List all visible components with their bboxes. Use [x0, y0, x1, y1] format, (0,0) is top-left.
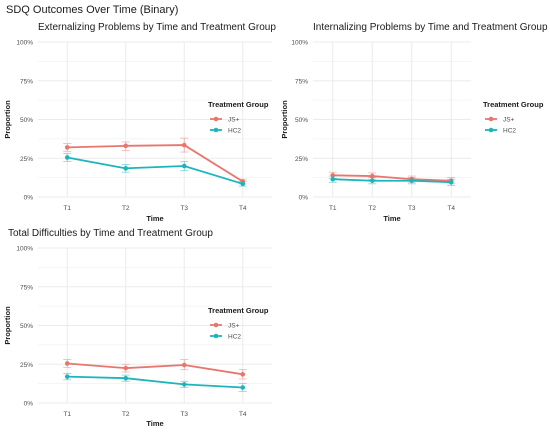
y-tick-label: 75% — [295, 78, 308, 85]
series-line — [67, 362, 243, 376]
data-point — [240, 385, 246, 390]
y-tick-label: 0% — [299, 195, 309, 202]
legend-key-point — [213, 333, 219, 339]
y-tick-label: 25% — [20, 362, 33, 369]
y-tick-label: 0% — [24, 401, 34, 408]
data-point — [64, 374, 70, 379]
legend-title: Treatment Group — [208, 100, 269, 109]
chart-title: Externalizing Problems by Time and Treat… — [38, 22, 276, 33]
chart-panel-2: Internalizing Problems by Time and Treat… — [280, 22, 548, 223]
x-axis-label: Time — [146, 419, 163, 428]
legend: Treatment Group JS+ HC2 — [483, 100, 544, 135]
x-tick-label: T3 — [408, 205, 416, 212]
legend-label: HC2 — [503, 128, 516, 135]
x-tick-label: T2 — [368, 205, 376, 212]
data-point — [240, 372, 246, 377]
data-point — [240, 181, 246, 187]
legend-item: JS+ — [210, 323, 240, 330]
x-tick-label: T2 — [122, 411, 130, 418]
series-line — [67, 156, 244, 185]
series-line — [67, 144, 244, 183]
x-tick-label: T3 — [180, 411, 188, 418]
legend-item: JS+ — [210, 117, 240, 124]
y-tick-label: 100% — [16, 246, 33, 253]
legend-key-point — [488, 116, 494, 122]
data-point — [123, 143, 129, 149]
series-hc2 — [63, 153, 247, 187]
legend-label: JS+ — [503, 117, 515, 124]
data-point — [330, 176, 336, 182]
y-tick-label: 0% — [24, 195, 34, 202]
data-point — [369, 178, 375, 184]
series-hc2 — [63, 373, 247, 392]
y-tick-label: 100% — [291, 40, 308, 47]
x-axis-label: Time — [146, 214, 163, 223]
legend-key-point — [213, 322, 219, 328]
data-point — [64, 155, 70, 160]
series-line — [332, 178, 452, 184]
y-axis-label: Proportion — [3, 306, 12, 345]
legend-item: HC2 — [485, 128, 516, 135]
legend-item: HC2 — [210, 128, 241, 135]
x-tick-label: T4 — [239, 205, 247, 212]
y-axis-label: Proportion — [3, 100, 12, 139]
y-tick-label: 75% — [20, 78, 33, 85]
data-point — [64, 361, 70, 366]
x-tick-label: T2 — [122, 205, 130, 212]
y-tick-label: 75% — [20, 284, 33, 291]
data-point — [181, 362, 187, 368]
legend-title: Treatment Group — [208, 306, 269, 315]
y-axis-label: Proportion — [280, 100, 289, 139]
data-point — [123, 375, 129, 381]
legend-key-point — [488, 127, 494, 133]
x-axis-label: Time — [383, 214, 400, 223]
chart-panels: Externalizing Problems by Time and Treat… — [3, 22, 548, 428]
legend: Treatment Group JS+ HC2 — [208, 306, 269, 341]
series-line — [67, 375, 243, 389]
chart-panel-3: Total Difficulties by Time and Treatment… — [3, 228, 272, 428]
legend-item: HC2 — [210, 334, 241, 341]
y-tick-label: 25% — [295, 156, 308, 163]
figure-title: SDQ Outcomes Over Time (Binary) — [6, 4, 178, 16]
x-tick-label: T1 — [63, 205, 71, 212]
y-tick-label: 50% — [20, 323, 33, 330]
grid — [38, 41, 272, 198]
data-point — [123, 166, 129, 171]
legend-label: JS+ — [228, 117, 240, 124]
data-point — [448, 179, 454, 185]
data-point — [181, 382, 187, 387]
data-point — [123, 365, 129, 371]
chart-title: Internalizing Problems by Time and Treat… — [313, 22, 548, 33]
legend-item: JS+ — [485, 117, 515, 124]
legend-key-point — [213, 127, 219, 133]
legend-title: Treatment Group — [483, 100, 544, 109]
x-tick-label: T4 — [239, 411, 247, 418]
x-tick-label: T3 — [180, 205, 188, 212]
y-tick-label: 25% — [20, 156, 33, 163]
legend-label: JS+ — [228, 323, 240, 330]
x-tick-label: T1 — [63, 411, 71, 418]
series-line — [332, 174, 452, 182]
x-tick-label: T1 — [329, 205, 337, 212]
legend-label: HC2 — [228, 128, 241, 135]
x-tick-label: T4 — [447, 205, 455, 212]
data-point — [181, 142, 187, 148]
chart-title: Total Difficulties by Time and Treatment… — [8, 228, 213, 239]
y-tick-label: 50% — [295, 117, 308, 124]
y-tick-label: 100% — [16, 40, 33, 47]
chart-panel-1: Externalizing Problems by Time and Treat… — [3, 22, 276, 223]
data-point — [181, 163, 187, 169]
series-hc2 — [328, 175, 456, 186]
legend: Treatment Group JS+ HC2 — [208, 100, 269, 135]
legend-key-point — [213, 116, 219, 122]
series-js — [63, 137, 247, 185]
legend-label: HC2 — [228, 334, 241, 341]
series-js — [63, 359, 247, 380]
grid — [313, 41, 471, 198]
data-point — [64, 145, 70, 150]
data-point — [409, 178, 415, 184]
y-tick-label: 50% — [20, 117, 33, 124]
